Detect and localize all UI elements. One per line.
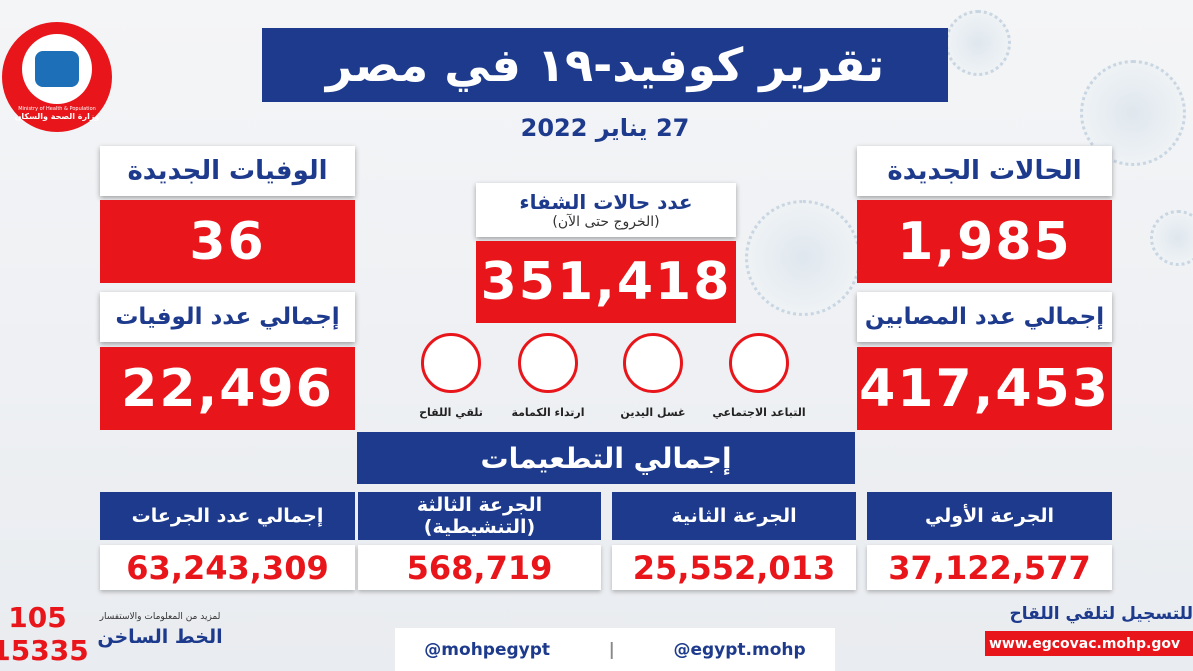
register-text: للتسجيل لتلقي اللقاح — [1009, 604, 1193, 624]
dose-label: الجرعة الأولي — [867, 492, 1112, 540]
logo-emblem — [22, 33, 92, 104]
logo: Ministry of Health & Population وزارة ال… — [2, 22, 112, 132]
total-deaths-label: إجمالي عدد الوفيات — [100, 292, 355, 342]
icon-distancing — [729, 333, 789, 393]
hotline-label: الخط الساخن — [97, 626, 223, 648]
dose-value: 63,243,309 — [100, 545, 355, 590]
social-bar: @mohpegypt | @egypt.mohp — [395, 628, 835, 671]
recovered-value: 351,418 — [476, 241, 736, 323]
precaution-label: التباعد الاجتماعي — [712, 406, 806, 419]
decor-virus — [945, 10, 1011, 76]
logo-figure — [35, 50, 79, 87]
total-cases-value: 417,453 — [857, 347, 1112, 430]
new-deaths-label: الوفيات الجديدة — [100, 146, 355, 196]
new-cases-value: 1,985 — [857, 200, 1112, 283]
logo-name-en: Ministry of Health & Population — [18, 105, 96, 112]
social-handle: @mohpegypt — [424, 639, 551, 660]
dose-value: 37,122,577 — [867, 545, 1112, 590]
recovered-sublabel: (الخروج حتى الآن) — [552, 214, 660, 230]
precaution-label: تلقي اللقاح — [419, 406, 483, 419]
precaution-label: غسل اليدين — [620, 406, 686, 419]
register-url[interactable]: www.egcovac.mohp.gov — [985, 631, 1193, 656]
icon-mask — [518, 333, 578, 393]
total-deaths-value: 22,496 — [100, 347, 355, 430]
recovered-label-box: عدد حالات الشفاء (الخروج حتى الآن) — [476, 183, 736, 237]
dose-value: 25,552,013 — [612, 545, 856, 590]
dose-value: 568,719 — [358, 545, 601, 590]
dose-label: إجمالي عدد الجرعات — [100, 492, 355, 540]
new-deaths-value: 36 — [100, 200, 355, 283]
info-text: لمزيد من المعلومات والاستفسار — [99, 612, 221, 622]
date: 27 يناير 2022 — [520, 114, 690, 142]
icon-vaccine — [421, 333, 481, 393]
vaccinations-title: إجمالي التطعيمات — [357, 432, 855, 484]
title: تقرير كوفيد-١٩ في مصر — [262, 28, 948, 102]
icon-handwash — [623, 333, 683, 393]
facebook-handle: @egypt.mohp — [673, 639, 806, 660]
recovered-label: عدد حالات الشفاء — [519, 190, 693, 214]
hotline-long: 15335 — [0, 633, 89, 667]
hotline-short: 105 — [8, 600, 67, 634]
precaution-label: ارتداء الكمامة — [511, 406, 585, 419]
decor-virus — [745, 200, 861, 316]
decor-virus — [1150, 210, 1193, 266]
separator: | — [608, 639, 615, 660]
new-cases-label: الحالات الجديدة — [857, 146, 1112, 196]
total-cases-label: إجمالي عدد المصابين — [857, 292, 1112, 342]
dose-label: الجرعة الثالثة (التنشيطية) — [358, 492, 601, 540]
logo-name-ar: وزارة الصحة والسكان — [14, 111, 100, 121]
dose-label: الجرعة الثانية — [612, 492, 856, 540]
